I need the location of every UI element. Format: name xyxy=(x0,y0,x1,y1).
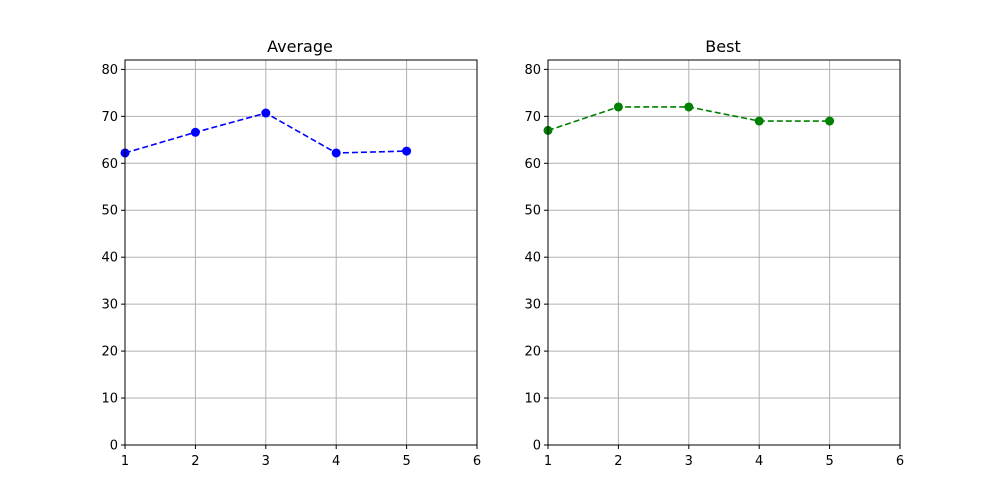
x-tick-label: 6 xyxy=(473,454,481,469)
x-tick-label: 2 xyxy=(191,454,199,469)
axes-frame xyxy=(547,59,901,446)
y-tick-label: 50 xyxy=(101,204,118,219)
data-point xyxy=(613,102,623,112)
x-tick-label: 3 xyxy=(262,454,270,469)
data-point xyxy=(825,116,835,126)
y-tick-label: 60 xyxy=(101,157,118,172)
x-tick-label: 5 xyxy=(825,454,833,469)
x-tick-label: 2 xyxy=(614,454,622,469)
x-tick-label: 4 xyxy=(755,454,763,469)
data-point xyxy=(190,127,200,137)
y-tick-label: 60 xyxy=(524,157,541,172)
data-point xyxy=(684,102,694,112)
data-point xyxy=(402,146,412,156)
x-tick-label: 4 xyxy=(332,454,340,469)
data-point xyxy=(331,148,341,158)
x-tick-label: 1 xyxy=(544,454,552,469)
y-tick-label: 0 xyxy=(533,439,541,454)
axes-frame xyxy=(124,59,478,446)
x-tick-label: 3 xyxy=(685,454,693,469)
y-tick-label: 10 xyxy=(101,392,118,407)
y-tick-label: 40 xyxy=(524,251,541,266)
y-tick-label: 70 xyxy=(101,110,118,125)
x-tick-label: 6 xyxy=(896,454,904,469)
y-tick-label: 50 xyxy=(524,204,541,219)
y-tick-label: 0 xyxy=(110,439,118,454)
chart-title: Best xyxy=(705,37,740,56)
y-tick-label: 30 xyxy=(524,298,541,313)
y-tick-label: 20 xyxy=(524,345,541,360)
data-point xyxy=(754,116,764,126)
y-tick-label: 80 xyxy=(101,63,118,78)
y-tick-label: 30 xyxy=(101,298,118,313)
y-tick-label: 10 xyxy=(524,392,541,407)
chart-title: Average xyxy=(267,37,333,56)
data-point xyxy=(261,108,271,118)
y-tick-label: 20 xyxy=(101,345,118,360)
x-tick-label: 1 xyxy=(121,454,129,469)
y-tick-label: 40 xyxy=(101,251,118,266)
y-tick-label: 70 xyxy=(524,110,541,125)
x-tick-label: 5 xyxy=(402,454,410,469)
y-tick-label: 80 xyxy=(524,63,541,78)
